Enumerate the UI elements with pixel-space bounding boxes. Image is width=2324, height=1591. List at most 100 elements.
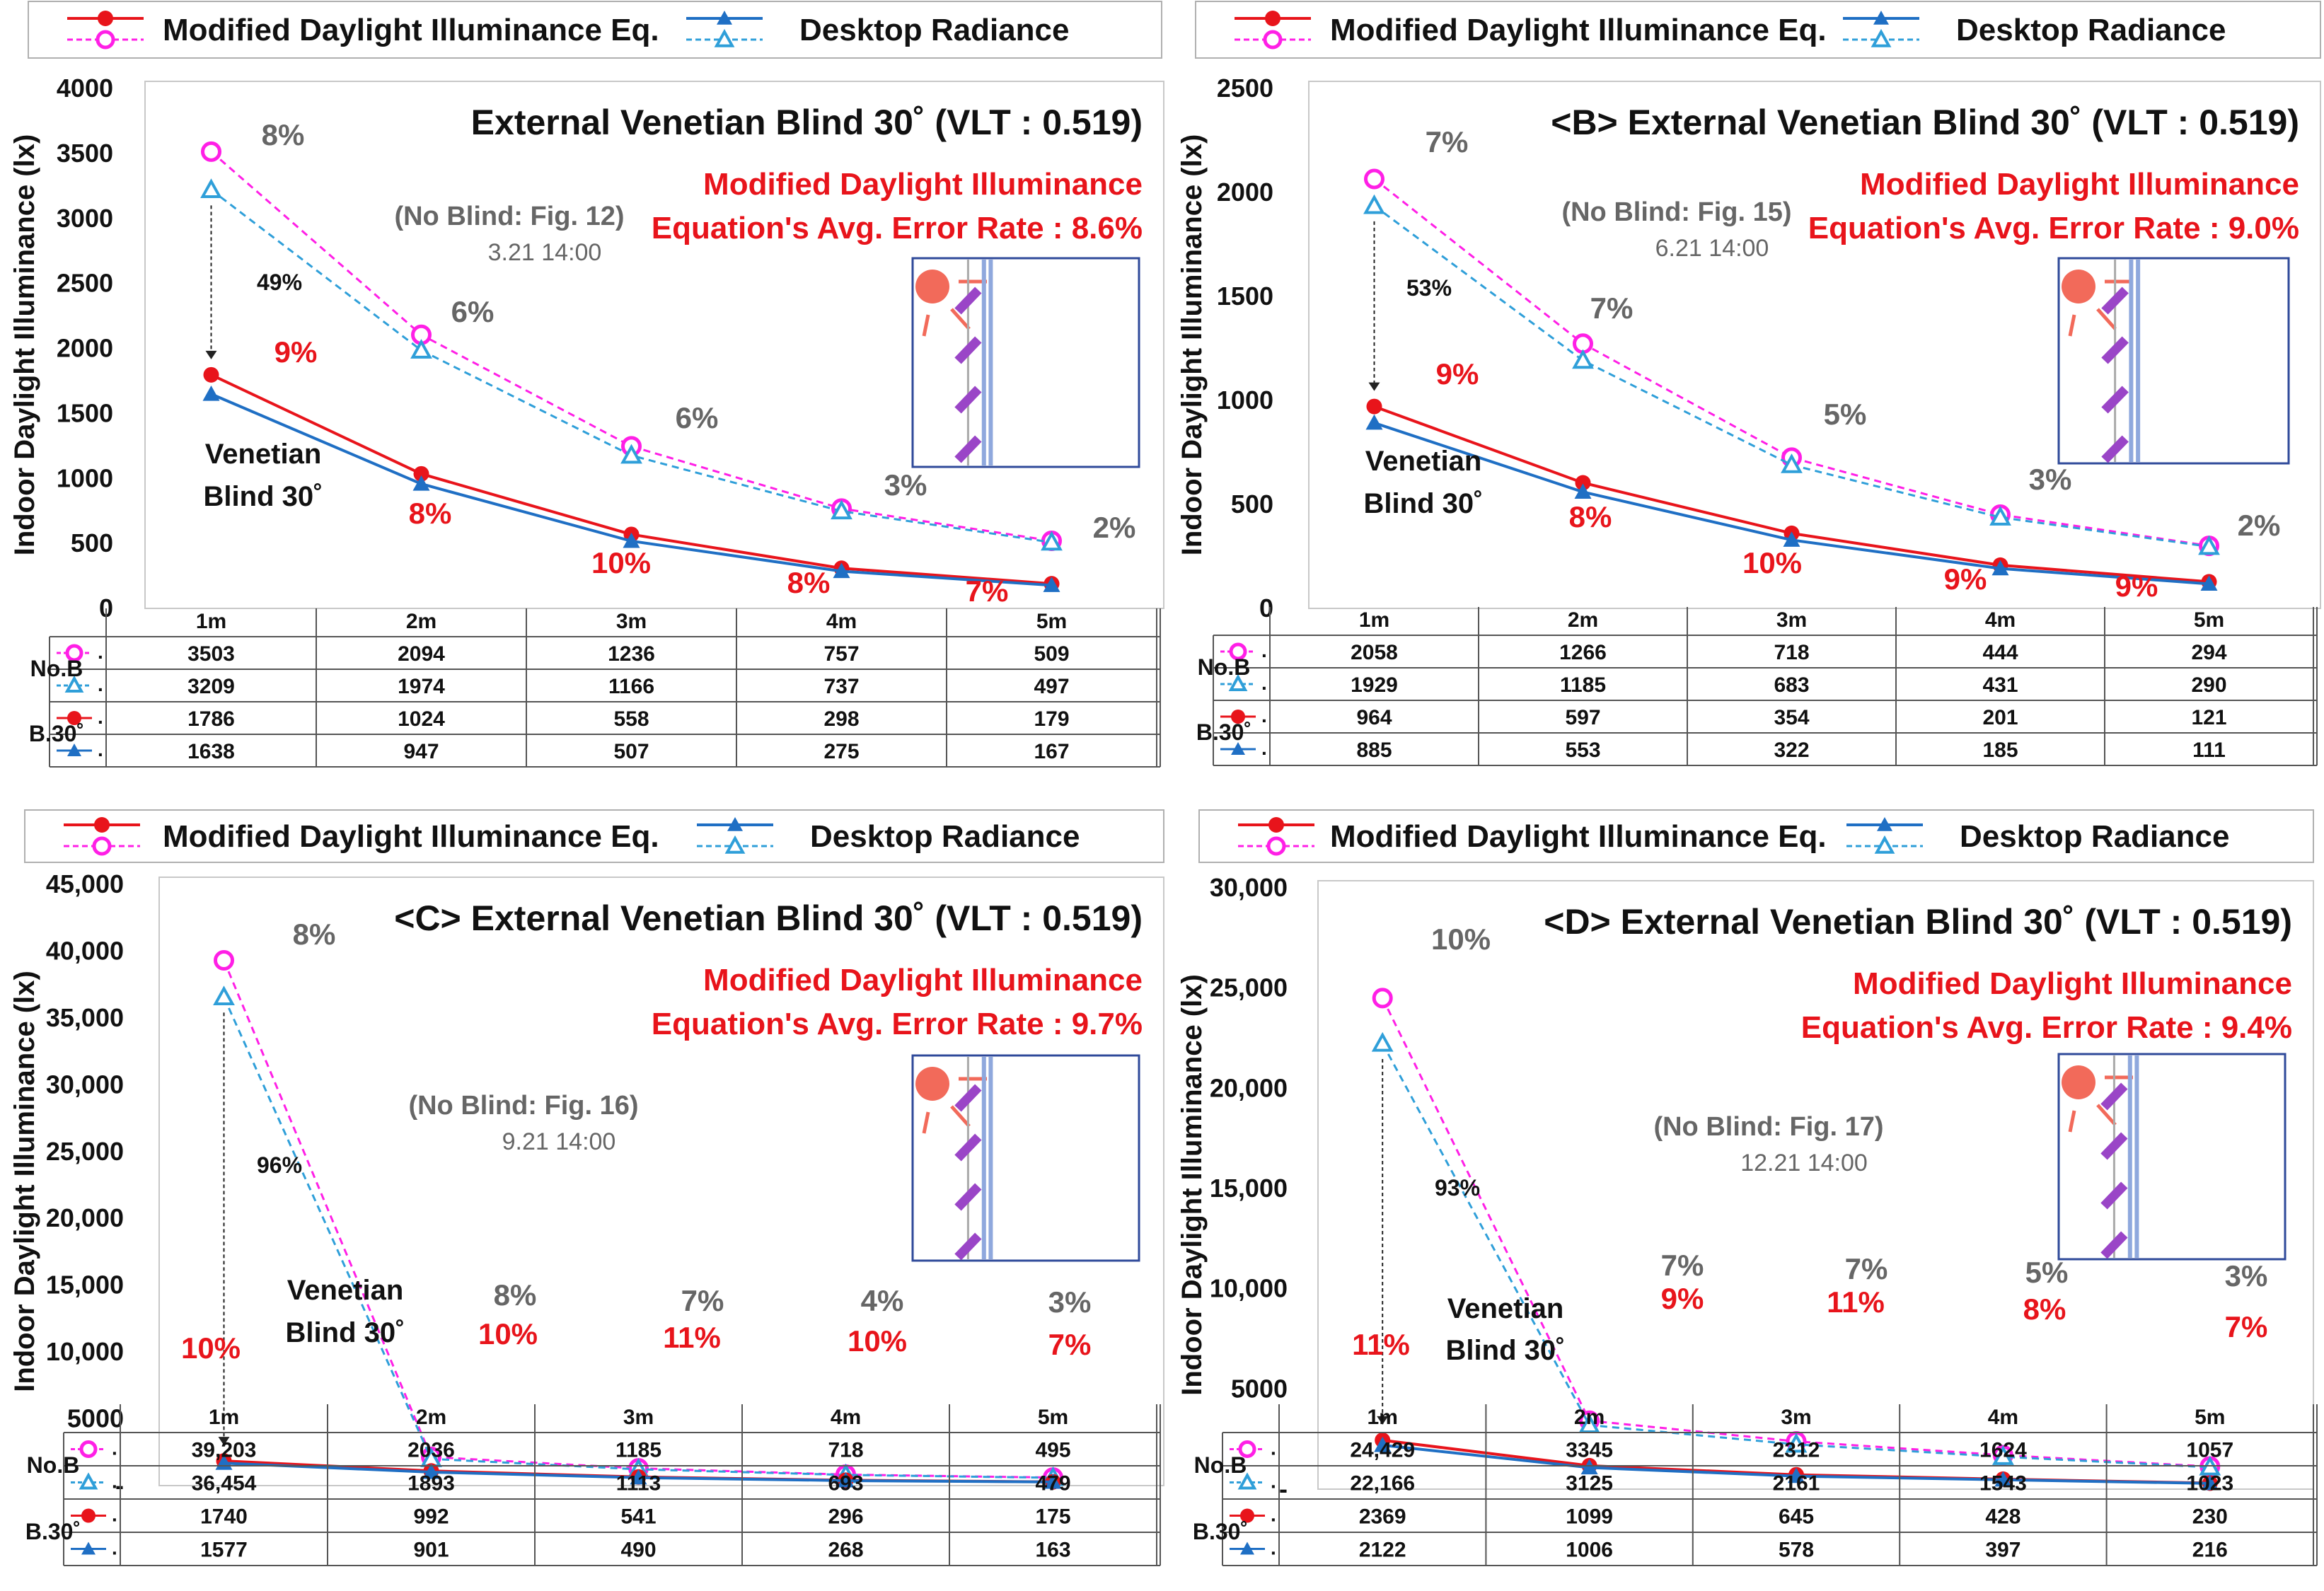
table-cell: 2058 <box>1351 641 1398 664</box>
table-cell: 175 <box>1035 1505 1070 1529</box>
legend-marker <box>92 836 112 856</box>
reduction-label: 53% <box>1406 275 1452 301</box>
row-marker-suffix: . <box>98 739 103 760</box>
row-marker-suffix: . <box>98 706 103 728</box>
row-marker <box>65 644 83 662</box>
no-blind-error-label: 3% <box>2029 463 2072 496</box>
data-point <box>620 444 642 464</box>
legend-box <box>1195 1 2321 59</box>
blind-slat-icon <box>954 1232 982 1261</box>
row-marker <box>1229 642 1247 661</box>
blind-error-label: 7% <box>966 574 1009 608</box>
arrow-head-icon <box>205 350 217 359</box>
reduction-label: 96% <box>257 1152 302 1178</box>
row-marker <box>79 1472 98 1490</box>
no-blind-note: (No Blind: Fig. 17) <box>1653 1112 1883 1142</box>
no-blind-error-label: 8% <box>494 1278 537 1312</box>
row-marker <box>1240 1508 1254 1523</box>
table-cell: 553 <box>1565 739 1600 762</box>
table-cell: 167 <box>1034 740 1069 763</box>
legend: Modified Daylight Illuminance Eq. Desktop… <box>1198 809 2314 863</box>
legend-label-modified: Modified Daylight Illuminance Eq. <box>1330 819 1827 854</box>
data-point <box>1372 988 1393 1009</box>
blind-slat-icon <box>2100 1181 2128 1210</box>
row-marker-suffix: . <box>1261 672 1267 694</box>
row-marker-suffix: . <box>112 1437 117 1459</box>
x-tick-label: 5m <box>1038 1406 1068 1429</box>
chart-panel-b: Modified Daylight Illuminance Eq. Desktop… <box>1177 1 2321 766</box>
y-tick-label: 10,000 <box>46 1337 124 1366</box>
y-tick-label: 25,000 <box>1210 973 1288 1002</box>
error-rate-line2: Equation's Avg. Error Rate : 9.4% <box>1801 1010 2292 1045</box>
sun-ray-icon <box>2068 1110 2076 1133</box>
blind-error-label: 9% <box>1661 1282 1704 1315</box>
blind-error-label: 10% <box>848 1324 907 1358</box>
row-marker-suffix: . <box>1261 705 1267 727</box>
row-marker-suffix: . <box>1261 640 1267 661</box>
table-cell: 2122 <box>1359 1539 1406 1562</box>
table-cell: 322 <box>1774 739 1809 762</box>
y-tick-label: 500 <box>1231 490 1273 519</box>
chart-panel-d: Modified Daylight Illuminance Eq. Desktop… <box>1177 809 2318 1566</box>
group-label-blind: B.30˚ <box>25 1519 81 1544</box>
legend-marker <box>1873 11 1889 25</box>
no-blind-error-label: 2% <box>1093 511 1136 544</box>
no-blind-error-label: 7% <box>1845 1252 1888 1285</box>
data-point <box>1043 577 1060 592</box>
blind-slat-icon <box>2100 1082 2128 1111</box>
reduction-label: 49% <box>257 270 302 295</box>
group-label-noblind: No.B <box>30 656 83 681</box>
reduction-label: 93% <box>1435 1175 1480 1201</box>
row-marker-suffix: . <box>98 673 103 695</box>
blind-error-label: 10% <box>181 1331 241 1365</box>
no-blind-error-label: 6% <box>451 295 495 328</box>
legend-marker <box>1263 30 1283 50</box>
legend-marker <box>96 30 115 50</box>
no-blind-error-label: 6% <box>676 401 719 434</box>
table-cell: 597 <box>1565 706 1600 729</box>
y-tick-label: 2000 <box>57 334 113 363</box>
data-table: 1m 2m 3m 4m 5m. 3503 2094 1236 757 509. 3209 1974 11… <box>29 608 1161 768</box>
table-cell: 2369 <box>1359 1505 1406 1529</box>
y-tick-label: 0 <box>99 594 113 623</box>
row-marker-suffix: . <box>112 1471 117 1493</box>
table-cell: 1185 <box>615 1439 661 1462</box>
blind-label-line2: Blind 30˚ <box>1364 488 1484 519</box>
blind-slat-icon <box>954 1084 982 1112</box>
table-cell: 3125 <box>1566 1472 1613 1495</box>
table-cell: 1006 <box>1566 1539 1613 1562</box>
y-tick-label: 30,000 <box>46 1070 124 1099</box>
table-cell: 947 <box>403 740 439 763</box>
data-point <box>1572 349 1594 369</box>
sun-ray-icon <box>950 308 971 330</box>
legend-marker <box>1266 836 1286 856</box>
data-point <box>213 985 235 1006</box>
row-marker-suffix: . <box>1271 1537 1276 1559</box>
no-blind-error-label: 5% <box>2025 1256 2069 1289</box>
blind-error-label: 8% <box>2023 1292 2066 1326</box>
blind-error-label: 7% <box>2225 1310 2268 1343</box>
y-axis-label: Indoor Daylight Illuminance (lx) <box>1177 974 1208 1396</box>
no-blind-error-label: 3% <box>884 468 927 502</box>
no-blind-error-label: 7% <box>1590 291 1634 325</box>
table-cell: 3503 <box>187 642 235 666</box>
chart-panel-c: Modified Daylight Illuminance Eq. Desktop… <box>9 809 1164 1566</box>
legend-box <box>1198 809 2314 863</box>
data-point <box>1992 1445 2014 1465</box>
blind-error-label: 11% <box>1827 1285 1885 1319</box>
y-tick-label: 5000 <box>67 1404 124 1433</box>
table-cell: 645 <box>1779 1505 1814 1529</box>
table-cell: 885 <box>1356 739 1392 762</box>
y-tick-label: 15,000 <box>1210 1174 1288 1203</box>
group-label-noblind: No.B <box>1194 1452 1247 1478</box>
table-cell: 428 <box>1985 1505 2021 1529</box>
no-blind-error-label: 3% <box>2225 1259 2268 1292</box>
group-label-blind: B.30˚ <box>1193 1519 1248 1544</box>
x-tick-label: 5m <box>2194 608 2224 632</box>
legend: Modified Daylight Illuminance Eq. Desktop… <box>24 809 1164 863</box>
table-cell: 216 <box>2192 1539 2228 1562</box>
data-point <box>1374 1436 1392 1452</box>
table-cell: 964 <box>1356 706 1392 729</box>
x-tick-label: 2m <box>1574 1406 1605 1429</box>
sun-ray-icon <box>2068 314 2076 337</box>
